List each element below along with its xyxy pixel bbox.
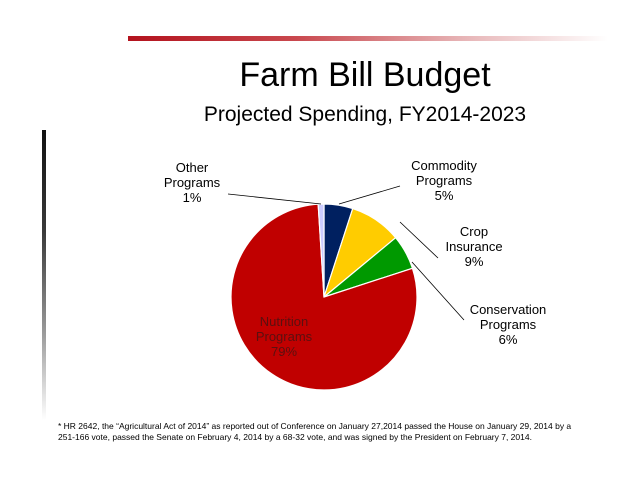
- leader-line-other-programs: [227, 193, 322, 205]
- slice-label-crop-insurance: Crop Insurance 9%: [445, 224, 502, 269]
- slice-label-nutrition-programs: Nutrition Programs 79%: [256, 314, 313, 359]
- leader-line-conservation-programs: [411, 261, 465, 321]
- left-accent-bar: [42, 130, 46, 420]
- footnote: * HR 2642, the “Agricultural Act of 2014…: [58, 421, 572, 442]
- top-accent-bar: [128, 36, 608, 41]
- chart-subtitle: Projected Spending, FY2014-2023: [203, 103, 527, 126]
- leader-line-commodity-programs: [338, 185, 401, 205]
- pie-slice-other-programs: [317, 203, 325, 298]
- slice-label-commodity-programs: Commodity Programs 5%: [411, 158, 477, 203]
- pie-slice-nutrition-programs: [230, 203, 418, 391]
- slice-label-other-programs: Other Programs 1%: [164, 160, 221, 205]
- chart-title: Farm Bill Budget: [239, 56, 491, 94]
- leader-line-crop-insurance: [399, 221, 439, 259]
- slice-label-conservation-programs: Conservation Programs 6%: [470, 302, 547, 347]
